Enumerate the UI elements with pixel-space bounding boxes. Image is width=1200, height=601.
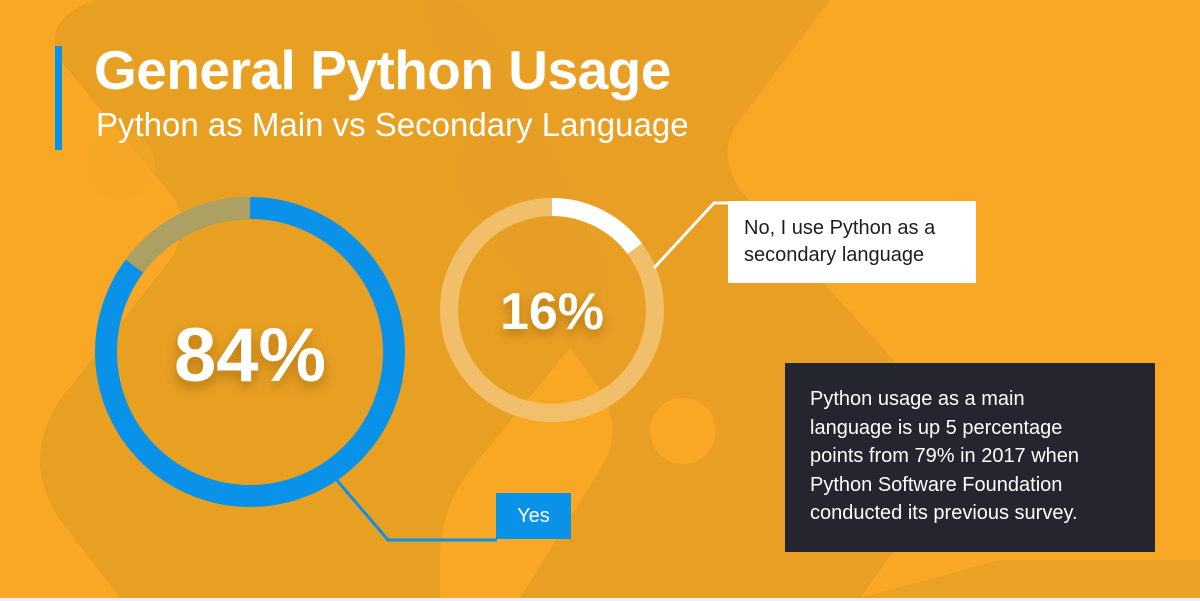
main-donut bbox=[95, 197, 405, 507]
yes-leader-line bbox=[333, 477, 497, 542]
no-leader-line bbox=[652, 201, 730, 270]
page-subtitle: Python as Main vs Secondary Language bbox=[96, 106, 689, 143]
page-title: General Python Usage bbox=[94, 39, 671, 101]
note-line: Python Software Foundation bbox=[810, 473, 1063, 496]
secondary-callout: No, I use Python as a secondary language bbox=[728, 201, 976, 283]
secondary-percentage: 16% bbox=[499, 283, 605, 341]
bottom-edge bbox=[0, 598, 1200, 601]
note-line: language is up 5 percentage bbox=[810, 416, 1063, 439]
secondary-callout-line: No, I use Python as a bbox=[744, 217, 936, 239]
main-percentage: 84% bbox=[173, 313, 327, 398]
summary-note: Python usage as a main language is up 5 … bbox=[785, 363, 1155, 552]
secondary-callout-line: secondary language bbox=[744, 244, 925, 266]
yes-callout: Yes bbox=[496, 493, 571, 539]
title-accent-bar bbox=[55, 46, 62, 150]
note-line: Python usage as a main bbox=[810, 388, 1025, 410]
secondary-donut bbox=[440, 198, 664, 422]
note-line: conducted its previous survey. bbox=[810, 502, 1078, 524]
note-line: points from 79% in 2017 when bbox=[810, 445, 1080, 467]
